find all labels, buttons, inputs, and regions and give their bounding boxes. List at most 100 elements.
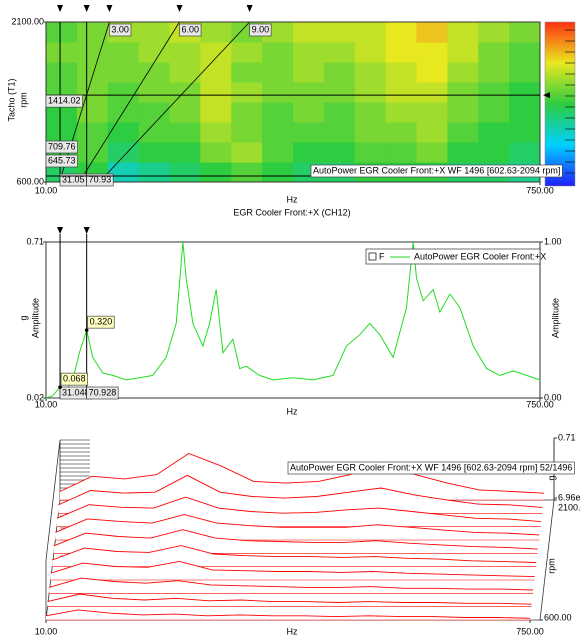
y-tick-label: 0.71 — [26, 236, 44, 246]
heatmap-cell — [262, 142, 294, 163]
heatmap-cell — [293, 22, 325, 43]
heatmap-cell — [169, 162, 201, 183]
x-tick-label: 10.00 — [35, 626, 58, 636]
heatmap-cell — [138, 142, 170, 163]
heatmap-cell — [262, 122, 294, 143]
heatmap-cell — [46, 62, 78, 83]
heatmap-cell — [447, 102, 479, 123]
plot-frame — [45, 241, 541, 399]
heatmap-cell — [385, 142, 417, 163]
heatmap-cell — [231, 142, 263, 163]
heatmap-cell — [293, 82, 325, 103]
x-tick-label: 10.00 — [35, 399, 58, 409]
colorbar — [544, 21, 576, 187]
x-axis-label: Hz — [287, 626, 298, 636]
legend-label: AutoPower EGR Cooler Front:+X — [414, 251, 546, 261]
trace-mask — [46, 609, 530, 620]
heatmap-cell — [200, 162, 232, 183]
heatmap-cell — [385, 22, 417, 43]
annotation-box — [310, 164, 563, 178]
heatmap-cell — [478, 42, 510, 63]
heatmap-cell — [478, 122, 510, 143]
heatmap-cell — [385, 42, 417, 63]
z-tick-label: 6.96e-0 — [558, 492, 581, 502]
heatmap-cell — [76, 122, 109, 143]
trace — [56, 496, 541, 523]
cursor-value: 31.048 — [62, 387, 90, 397]
heatmap-cell — [76, 142, 109, 163]
heatmap-cell — [323, 22, 356, 43]
heatmap-cell — [138, 42, 170, 63]
heatmap-cell — [138, 102, 170, 123]
heatmap-cell — [323, 42, 356, 63]
cursor-marker — [83, 5, 90, 12]
trace — [53, 529, 538, 550]
heatmap-cell — [323, 82, 356, 103]
legend-checkbox — [368, 252, 377, 261]
heatmap-cell — [262, 42, 294, 63]
heatmap-cell — [509, 102, 541, 123]
trace-mask — [47, 594, 532, 607]
heatmap-cell — [447, 82, 479, 103]
heatmap-cell — [169, 102, 201, 123]
waterfall-title: AutoPower EGR Cooler Front:+X WF 1496 [6… — [290, 462, 572, 472]
heatmap-cell — [169, 62, 201, 83]
trace — [55, 514, 540, 536]
heatmap-cell — [200, 42, 232, 63]
heatmap-cell — [169, 82, 201, 103]
heatmap-cell — [138, 162, 170, 183]
heatmap-cell — [478, 62, 510, 83]
order-label: 6.00 — [182, 24, 200, 34]
heatmap-cell — [354, 82, 387, 103]
heatmap-cell — [478, 82, 510, 103]
heatmap-cell — [262, 62, 294, 83]
readout: 0.320 — [90, 317, 113, 327]
y-axis-unit: rpm — [18, 92, 28, 108]
trace — [58, 474, 543, 508]
cursor-value: 31.05 — [62, 174, 85, 184]
y-tick-label: 0.02 — [26, 392, 44, 402]
heatmap-cell — [354, 122, 387, 143]
order-line — [79, 21, 180, 183]
annotation: AutoPower EGR Cooler Front:+X WF 1496 [6… — [313, 165, 560, 175]
y2-tick-label: 0.00 — [544, 392, 562, 402]
heatmap-cell — [509, 62, 541, 83]
trace-mask — [50, 561, 535, 580]
heatmap-cell — [76, 102, 109, 123]
heatmap-cell — [231, 162, 263, 183]
heatmap-cell — [447, 22, 479, 43]
heatmap-cell — [231, 62, 263, 83]
readout: 645.73 — [48, 155, 76, 165]
heatmap-cell — [416, 102, 448, 123]
order-label-box — [109, 23, 132, 37]
heatmap-cell — [447, 42, 479, 63]
cursor-marker — [57, 227, 64, 234]
heatmap-cell — [200, 62, 232, 83]
heatmap-cell — [107, 142, 140, 163]
heatmap-cell — [323, 142, 356, 163]
heatmap-cell — [200, 82, 232, 103]
z-axis-label: g — [546, 475, 556, 480]
cursor-marker — [83, 227, 90, 234]
heatmap-cell — [509, 22, 541, 43]
order-label-box — [179, 23, 202, 37]
y-axis-unit: g — [18, 315, 28, 320]
heatmap-cell — [478, 142, 510, 163]
readout-point — [58, 385, 62, 389]
heatmap-cell — [323, 62, 356, 83]
heatmap-cell — [107, 162, 140, 183]
cursor-marker — [543, 92, 550, 99]
heatmap-cell — [138, 22, 170, 43]
x-axis-label: Hz — [287, 194, 298, 204]
heatmap-cell — [169, 42, 201, 63]
x-axis-label: Hz — [287, 406, 298, 416]
cursor-value-box — [86, 173, 114, 187]
heatmap-cell — [416, 42, 448, 63]
heatmap-cell — [416, 142, 448, 163]
heatmap-cell — [416, 82, 448, 103]
heatmap-cell — [416, 122, 448, 143]
trace — [45, 609, 531, 619]
heatmap-cell — [293, 122, 325, 143]
cursor-marker — [176, 5, 183, 12]
